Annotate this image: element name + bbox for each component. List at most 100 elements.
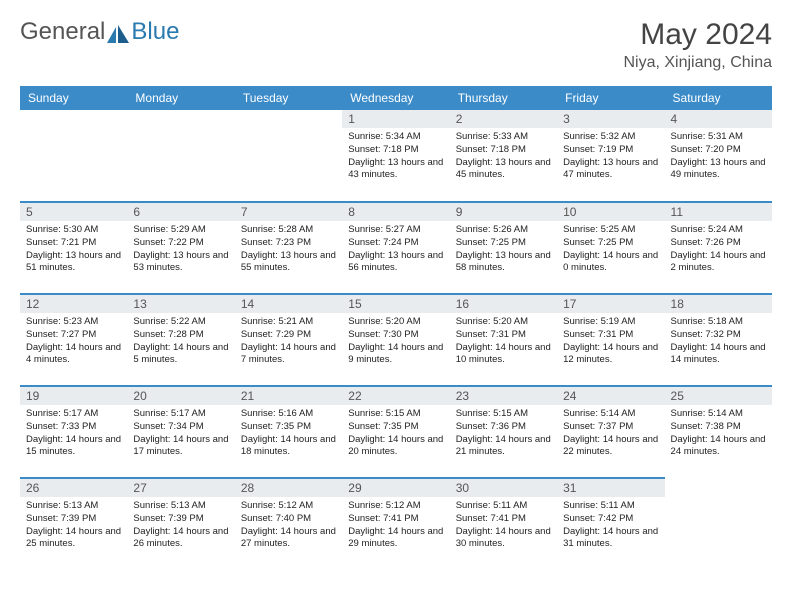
day-details: Sunrise: 5:28 AMSunset: 7:23 PMDaylight:… [241, 224, 336, 275]
calendar-day-cell: 26 Sunrise: 5:13 AMSunset: 7:39 PMDayligh… [20, 478, 127, 570]
weekday-header: Monday [127, 86, 234, 110]
logo-sail-icon [107, 25, 129, 43]
weekday-header: Thursday [450, 86, 557, 110]
day-number: 26 [20, 479, 127, 497]
calendar-day-cell: 20 Sunrise: 5:17 AMSunset: 7:34 PMDayligh… [127, 386, 234, 478]
day-number: 11 [665, 203, 772, 221]
calendar-day-cell: 14 Sunrise: 5:21 AMSunset: 7:29 PMDayligh… [235, 294, 342, 386]
day-details: Sunrise: 5:27 AMSunset: 7:24 PMDaylight:… [348, 224, 443, 275]
day-number: 23 [450, 387, 557, 405]
day-number: 14 [235, 295, 342, 313]
day-details: Sunrise: 5:17 AMSunset: 7:34 PMDaylight:… [133, 408, 228, 459]
day-number: 2 [450, 110, 557, 128]
day-details: Sunrise: 5:26 AMSunset: 7:25 PMDaylight:… [456, 224, 551, 275]
day-details: Sunrise: 5:31 AMSunset: 7:20 PMDaylight:… [671, 131, 766, 182]
calendar-day-cell: 12 Sunrise: 5:23 AMSunset: 7:27 PMDayligh… [20, 294, 127, 386]
day-number: 13 [127, 295, 234, 313]
day-details: Sunrise: 5:12 AMSunset: 7:41 PMDaylight:… [348, 500, 443, 551]
calendar-day-cell: 3 Sunrise: 5:32 AMSunset: 7:19 PMDaylight… [557, 110, 664, 202]
day-details: Sunrise: 5:23 AMSunset: 7:27 PMDaylight:… [26, 316, 121, 367]
weekday-header: Sunday [20, 86, 127, 110]
calendar-day-cell [127, 110, 234, 202]
calendar-week-row: 26 Sunrise: 5:13 AMSunset: 7:39 PMDayligh… [20, 478, 772, 570]
calendar-week-row: 5 Sunrise: 5:30 AMSunset: 7:21 PMDaylight… [20, 202, 772, 294]
calendar-day-cell: 2 Sunrise: 5:33 AMSunset: 7:18 PMDaylight… [450, 110, 557, 202]
calendar-day-cell: 1Sunrise: 5:34 AMSunset: 7:18 PMDaylight… [342, 110, 449, 202]
day-number: 5 [20, 203, 127, 221]
calendar-day-cell: 8 Sunrise: 5:27 AMSunset: 7:24 PMDaylight… [342, 202, 449, 294]
day-number: 16 [450, 295, 557, 313]
day-details: Sunrise: 5:25 AMSunset: 7:25 PMDaylight:… [563, 224, 658, 275]
day-details: Sunrise: 5:19 AMSunset: 7:31 PMDaylight:… [563, 316, 658, 367]
day-details: Sunrise: 5:33 AMSunset: 7:18 PMDaylight:… [456, 131, 551, 182]
calendar-day-cell: 13Sunrise: 5:22 AMSunset: 7:28 PMDayligh… [127, 294, 234, 386]
calendar-day-cell: 30 Sunrise: 5:11 AMSunset: 7:41 PMDayligh… [450, 478, 557, 570]
day-details: Sunrise: 5:17 AMSunset: 7:33 PMDaylight:… [26, 408, 121, 459]
logo: General Blue [20, 18, 179, 46]
day-number: 28 [235, 479, 342, 497]
day-details: Sunrise: 5:15 AMSunset: 7:36 PMDaylight:… [456, 408, 551, 459]
day-number: 20 [127, 387, 234, 405]
calendar-table: SundayMondayTuesdayWednesdayThursdayFrid… [20, 86, 772, 570]
day-number: 15 [342, 295, 449, 313]
calendar-day-cell: 9 Sunrise: 5:26 AMSunset: 7:25 PMDaylight… [450, 202, 557, 294]
calendar-day-cell [20, 110, 127, 202]
day-number: 3 [557, 110, 664, 128]
calendar-day-cell: 15Sunrise: 5:20 AMSunset: 7:30 PMDayligh… [342, 294, 449, 386]
day-details: Sunrise: 5:14 AMSunset: 7:38 PMDaylight:… [671, 408, 766, 459]
day-number: 8 [342, 203, 449, 221]
day-details: Sunrise: 5:21 AMSunset: 7:29 PMDaylight:… [241, 316, 336, 367]
day-details: Sunrise: 5:13 AMSunset: 7:39 PMDaylight:… [26, 500, 121, 551]
calendar-day-cell: 22 Sunrise: 5:15 AMSunset: 7:35 PMDayligh… [342, 386, 449, 478]
page-title: May 2024 [623, 18, 772, 52]
calendar-day-cell: 29Sunrise: 5:12 AMSunset: 7:41 PMDayligh… [342, 478, 449, 570]
day-details: Sunrise: 5:13 AMSunset: 7:39 PMDaylight:… [133, 500, 228, 551]
logo-text-1: General [20, 18, 105, 46]
calendar-week-row: 12 Sunrise: 5:23 AMSunset: 7:27 PMDayligh… [20, 294, 772, 386]
calendar-week-row: 19 Sunrise: 5:17 AMSunset: 7:33 PMDayligh… [20, 386, 772, 478]
calendar-page: General Blue May 2024 Niya, Xinjiang, Ch… [0, 0, 792, 588]
weekday-header-row: SundayMondayTuesdayWednesdayThursdayFrid… [20, 86, 772, 110]
day-number: 7 [235, 203, 342, 221]
logo-text-2: Blue [131, 18, 179, 46]
calendar-day-cell: 23 Sunrise: 5:15 AMSunset: 7:36 PMDayligh… [450, 386, 557, 478]
title-block: May 2024 Niya, Xinjiang, China [623, 18, 772, 72]
calendar-day-cell: 10Sunrise: 5:25 AMSunset: 7:25 PMDayligh… [557, 202, 664, 294]
day-details: Sunrise: 5:11 AMSunset: 7:41 PMDaylight:… [456, 500, 551, 551]
calendar-day-cell: 25Sunrise: 5:14 AMSunset: 7:38 PMDayligh… [665, 386, 772, 478]
page-header: General Blue May 2024 Niya, Xinjiang, Ch… [20, 18, 772, 72]
page-subtitle: Niya, Xinjiang, China [623, 54, 772, 72]
weekday-header: Friday [557, 86, 664, 110]
day-number: 24 [557, 387, 664, 405]
calendar-day-cell: 16 Sunrise: 5:20 AMSunset: 7:31 PMDayligh… [450, 294, 557, 386]
day-details: Sunrise: 5:34 AMSunset: 7:18 PMDaylight:… [348, 131, 443, 182]
day-number: 22 [342, 387, 449, 405]
day-details: Sunrise: 5:18 AMSunset: 7:32 PMDaylight:… [671, 316, 766, 367]
day-details: Sunrise: 5:20 AMSunset: 7:31 PMDaylight:… [456, 316, 551, 367]
day-details: Sunrise: 5:12 AMSunset: 7:40 PMDaylight:… [241, 500, 336, 551]
calendar-day-cell: 17Sunrise: 5:19 AMSunset: 7:31 PMDayligh… [557, 294, 664, 386]
day-details: Sunrise: 5:24 AMSunset: 7:26 PMDaylight:… [671, 224, 766, 275]
calendar-day-cell: 5 Sunrise: 5:30 AMSunset: 7:21 PMDaylight… [20, 202, 127, 294]
calendar-day-cell: 11 Sunrise: 5:24 AMSunset: 7:26 PMDayligh… [665, 202, 772, 294]
day-details: Sunrise: 5:30 AMSunset: 7:21 PMDaylight:… [26, 224, 121, 275]
calendar-day-cell: 31 Sunrise: 5:11 AMSunset: 7:42 PMDayligh… [557, 478, 664, 570]
day-number: 9 [450, 203, 557, 221]
day-details: Sunrise: 5:32 AMSunset: 7:19 PMDaylight:… [563, 131, 658, 182]
day-number: 30 [450, 479, 557, 497]
calendar-day-cell: 18 Sunrise: 5:18 AMSunset: 7:32 PMDayligh… [665, 294, 772, 386]
day-number: 27 [127, 479, 234, 497]
day-details: Sunrise: 5:29 AMSunset: 7:22 PMDaylight:… [133, 224, 228, 275]
calendar-day-cell [665, 478, 772, 570]
calendar-day-cell: 19 Sunrise: 5:17 AMSunset: 7:33 PMDayligh… [20, 386, 127, 478]
day-number: 31 [557, 479, 664, 497]
day-number: 12 [20, 295, 127, 313]
day-number: 18 [665, 295, 772, 313]
day-details: Sunrise: 5:15 AMSunset: 7:35 PMDaylight:… [348, 408, 443, 459]
day-number: 19 [20, 387, 127, 405]
day-number: 6 [127, 203, 234, 221]
calendar-day-cell: 6 Sunrise: 5:29 AMSunset: 7:22 PMDaylight… [127, 202, 234, 294]
calendar-day-cell: 21Sunrise: 5:16 AMSunset: 7:35 PMDayligh… [235, 386, 342, 478]
day-details: Sunrise: 5:11 AMSunset: 7:42 PMDaylight:… [563, 500, 658, 551]
day-details: Sunrise: 5:14 AMSunset: 7:37 PMDaylight:… [563, 408, 658, 459]
